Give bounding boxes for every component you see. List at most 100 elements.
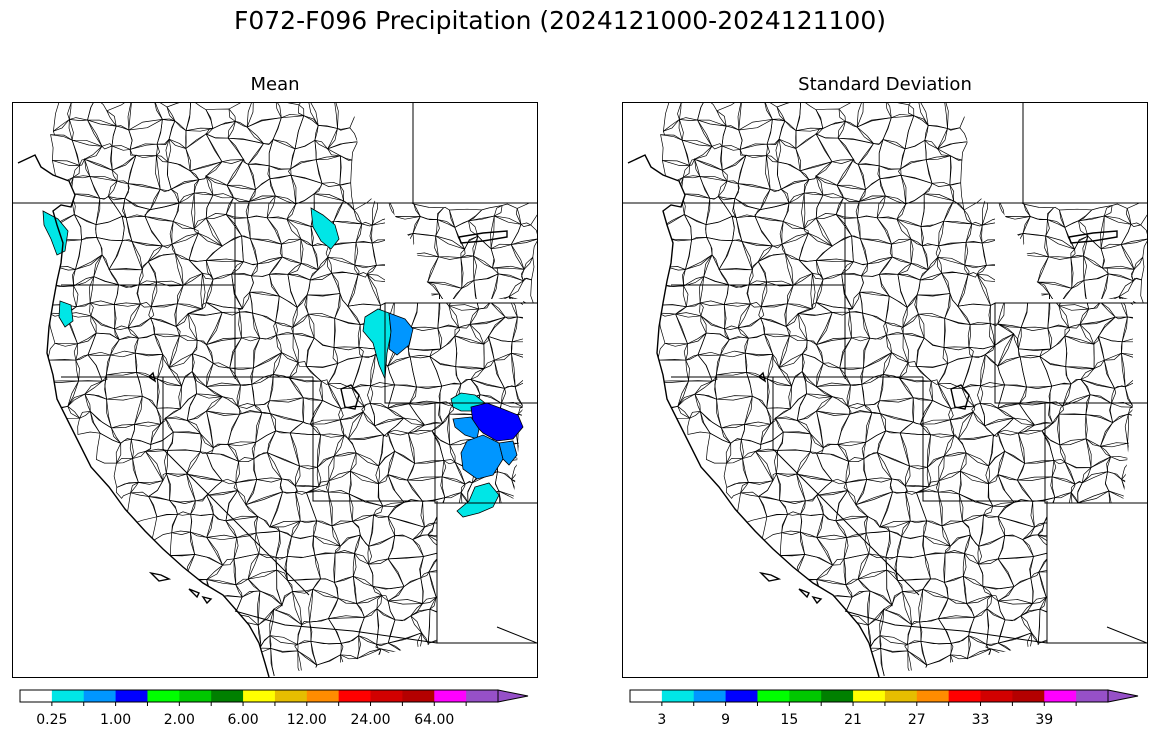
basin-boundary	[815, 480, 849, 496]
basin-boundary	[387, 384, 417, 409]
basin-boundary	[134, 395, 162, 425]
basin-boundary	[754, 215, 784, 247]
channel-island	[148, 571, 172, 582]
basin-boundary	[896, 193, 925, 227]
basin-boundary	[205, 396, 242, 416]
basin-boundary	[796, 410, 824, 449]
basin-boundary	[997, 384, 1027, 409]
colorbar-segment	[243, 690, 276, 702]
basin-boundary	[354, 533, 372, 565]
mean-shaded-basins	[42, 207, 524, 518]
basin-boundary	[682, 254, 713, 287]
basin-boundary	[313, 182, 345, 202]
basin-boundary	[674, 302, 704, 318]
state-boundary-line	[312, 377, 435, 502]
colorbar-segment	[630, 690, 663, 702]
colorbar-segment	[20, 690, 53, 702]
basin-boundary	[918, 103, 949, 129]
mean-map-svg	[13, 103, 537, 677]
basin-boundary	[740, 423, 772, 445]
basin-boundary	[876, 430, 911, 467]
basin-boundary	[354, 241, 377, 269]
region-mask	[963, 103, 1147, 403]
basin-boundary	[723, 284, 751, 305]
basin-co-south1	[460, 434, 504, 480]
basin-boundary	[270, 647, 303, 677]
basin-co-east	[498, 440, 518, 466]
basin-boundary	[1078, 205, 1113, 222]
basin-boundary	[406, 460, 447, 481]
basin-boundary	[439, 402, 454, 424]
basin-boundary	[269, 520, 301, 538]
basin-boundary	[876, 195, 907, 220]
basin-boundary	[859, 291, 890, 323]
basin-boundary	[725, 481, 750, 499]
basin-boundary	[964, 241, 987, 269]
basin-boundary	[1080, 379, 1117, 404]
colorbar-tick-label: 6.00	[227, 712, 259, 728]
basin-boundary	[781, 513, 802, 535]
basin-boundary	[815, 337, 853, 369]
basin-boundary	[288, 377, 323, 401]
basin-boundary	[878, 273, 909, 309]
basin-boundary	[997, 474, 1034, 503]
basin-boundary	[962, 552, 984, 587]
basin-boundary	[286, 193, 315, 227]
basin-boundary	[246, 103, 282, 128]
basin-boundary	[147, 496, 178, 518]
std-colorbar	[629, 689, 1139, 706]
colorbar-extend-arrow	[1107, 689, 1139, 703]
basin-boundary	[943, 346, 974, 364]
basin-boundary	[996, 332, 1021, 367]
basin-boundary	[510, 238, 537, 271]
basin-boundary	[1093, 335, 1105, 370]
colorbar-segment	[306, 690, 340, 702]
basin-boundary	[843, 532, 870, 560]
basin-boundary	[306, 337, 339, 369]
great-salt-lake	[340, 384, 360, 410]
basin-boundary	[867, 608, 885, 648]
basin-boundary	[407, 327, 443, 351]
channel-island	[811, 595, 823, 605]
basin-boundary	[997, 500, 1036, 528]
basin-boundary	[245, 478, 284, 506]
basin-boundary	[268, 256, 302, 276]
basin-boundary	[245, 491, 284, 528]
basin-boundary	[1065, 366, 1095, 385]
basin-boundary	[657, 342, 689, 361]
basin-boundary	[347, 272, 382, 307]
basin-boundary	[68, 117, 103, 148]
colorbar-segment	[789, 690, 822, 702]
basin-boundary	[73, 213, 98, 241]
basin-boundary	[435, 219, 466, 250]
basin-boundary	[205, 158, 245, 186]
basin-boundary	[968, 608, 989, 645]
basin-boundary	[510, 222, 537, 246]
basin-boundary	[227, 137, 265, 165]
basin-boundary	[410, 608, 431, 644]
basin-boundary	[241, 235, 259, 266]
basin-boundary	[147, 253, 184, 286]
basin-boundary	[718, 239, 753, 271]
colorbar-segment	[1012, 690, 1045, 702]
basin-boundary	[412, 216, 440, 237]
basin-boundary	[190, 531, 224, 566]
basin-boundary	[226, 184, 256, 202]
basin-co-central	[470, 402, 524, 442]
basin-boundary	[957, 272, 992, 307]
basin-boundary	[308, 103, 339, 129]
basin-boundary	[924, 125, 948, 150]
colorbar-segment	[147, 690, 180, 702]
basin-boundary	[295, 490, 318, 522]
basin-boundary	[235, 479, 258, 506]
colorbar-segment	[51, 690, 85, 702]
basin-boundary	[355, 221, 373, 244]
colorbar-tick-label: 0.25	[36, 712, 68, 728]
basin-boundary	[883, 591, 913, 626]
basin-boundary	[1022, 216, 1050, 237]
region-mask	[879, 503, 1147, 677]
channel-island	[188, 588, 200, 599]
basin-boundary	[1016, 460, 1057, 481]
basin-boundary	[351, 353, 376, 389]
basin-boundary	[96, 237, 124, 271]
